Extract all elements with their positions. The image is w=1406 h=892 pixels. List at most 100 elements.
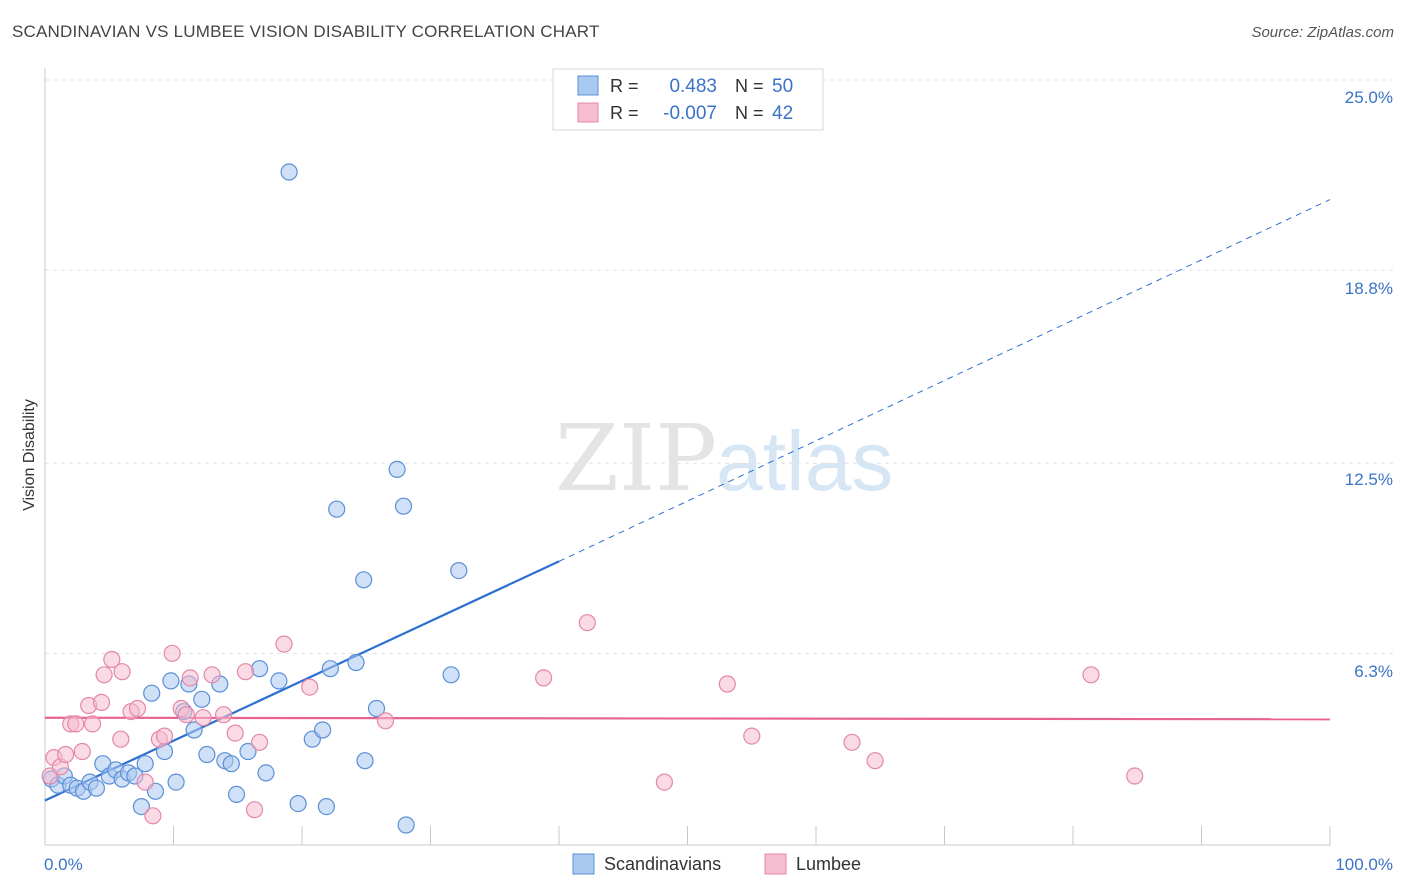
data-point-lumbee [718, 675, 736, 693]
x-tick-label-max: 100.0% [1335, 855, 1393, 874]
data-point-scandinavians [388, 460, 406, 478]
data-point-scandinavians [87, 779, 106, 797]
data-point-lumbee [376, 712, 395, 730]
data-point-lumbee [73, 742, 91, 761]
data-point-lumbee [226, 724, 244, 742]
data-point-scandinavians [167, 773, 185, 791]
data-point-scandinavians [257, 764, 275, 782]
stats-swatch-blue [577, 75, 599, 96]
data-point-scandinavians [136, 755, 154, 773]
data-point-scandinavians [280, 163, 298, 181]
data-point-lumbee [251, 733, 269, 751]
data-point-lumbee [215, 706, 233, 724]
data-point-scandinavians [347, 653, 365, 672]
data-point-lumbee [103, 650, 121, 669]
data-point-lumbee [163, 644, 181, 662]
stats-r-value: 0.483 [669, 76, 717, 97]
data-point-lumbee [92, 693, 111, 712]
data-point-scandinavians [442, 666, 460, 684]
data-point-scandinavians [289, 794, 307, 813]
data-point-lumbee [112, 730, 130, 748]
chart-title: SCANDINAVIAN VS LUMBEE VISION DISABILITY… [12, 22, 600, 41]
y-tick-label: 6.3% [1354, 662, 1393, 681]
data-point-scandinavians [222, 755, 240, 773]
data-point-scandinavians [227, 785, 246, 804]
source-label: Source: ZipAtlas.com [1251, 24, 1394, 41]
data-point-scandinavians [314, 721, 332, 739]
data-point-scandinavians [198, 745, 216, 764]
stats-n-value: 50 [772, 76, 793, 97]
data-point-lumbee [301, 678, 319, 696]
data-point-scandinavians [328, 500, 346, 518]
data-point-lumbee [83, 715, 102, 733]
legend-swatch-scandinavians [572, 853, 595, 875]
data-point-lumbee [275, 635, 293, 653]
data-point-lumbee [67, 715, 85, 733]
data-point-scandinavians [394, 497, 413, 515]
data-point-scandinavians [450, 561, 468, 580]
data-point-lumbee [203, 666, 221, 684]
data-point-scandinavians [239, 742, 257, 761]
data-point-lumbee [155, 727, 174, 745]
stats-r-label: R = [610, 103, 639, 123]
legend-label-scandinavians: Scandinavians [604, 854, 721, 874]
axes-layer [44, 68, 1331, 846]
data-point-scandinavians [355, 571, 373, 589]
trend-layer [44, 199, 1331, 802]
stats-r-value: -0.007 [663, 103, 717, 124]
data-point-scandinavians [251, 660, 269, 678]
stats-n-value: 42 [772, 103, 793, 124]
data-point-scandinavians [143, 684, 161, 702]
data-point-lumbee [181, 669, 199, 687]
data-point-lumbee [245, 801, 264, 819]
data-point-scandinavians [270, 672, 288, 690]
data-point-lumbee [144, 807, 162, 825]
legend-label-lumbee: Lumbee [796, 854, 861, 874]
data-point-scandinavians [356, 752, 374, 770]
data-point-scandinavians [132, 797, 150, 816]
grid-layer [45, 79, 1395, 654]
data-point-lumbee [56, 745, 75, 764]
data-point-lumbee [136, 773, 154, 791]
y-axis-title: Vision Disability [21, 399, 38, 511]
points-layer [41, 163, 1144, 834]
data-point-lumbee [236, 663, 255, 681]
data-point-lumbee [578, 614, 596, 632]
data-point-scandinavians [317, 797, 335, 816]
stats-r-label: R = [610, 76, 639, 96]
data-point-lumbee [95, 666, 113, 684]
trend-line-lumbee [44, 716, 1331, 721]
data-point-lumbee [1126, 767, 1144, 785]
series-legend: Scandinavians Lumbee [572, 853, 861, 875]
data-point-scandinavians [193, 690, 211, 708]
data-point-lumbee [113, 663, 131, 681]
data-point-lumbee [128, 699, 147, 718]
x-tick-label-min: 0.0% [44, 855, 83, 874]
data-point-lumbee [743, 727, 761, 745]
stats-n-label: N = [735, 103, 764, 123]
data-point-scandinavians [397, 816, 415, 834]
stats-swatch-pink [577, 102, 599, 123]
data-point-scandinavians [321, 660, 339, 678]
stats-n-label: N = [735, 76, 764, 96]
trend-line-scandinavians [44, 560, 560, 802]
legend-swatch-lumbee [764, 853, 787, 875]
data-point-lumbee [866, 752, 884, 770]
data-point-scandinavians [367, 699, 386, 718]
data-point-lumbee [655, 773, 674, 791]
data-point-lumbee [843, 733, 861, 751]
y-tick-label: 18.8% [1345, 279, 1393, 298]
y-tick-label: 25.0% [1345, 88, 1393, 107]
watermark-atlas: atlas [716, 414, 893, 508]
stats-legend: R = 0.483 N = 50 R = -0.007 N = 42 [552, 68, 824, 131]
data-point-scandinavians [185, 721, 203, 739]
y-tick-label: 12.5% [1345, 470, 1393, 489]
data-point-scandinavians [162, 672, 180, 690]
data-point-lumbee [194, 709, 212, 727]
data-point-lumbee [177, 706, 195, 724]
trend-line-extension-scandinavians [558, 199, 1331, 562]
data-point-lumbee [534, 669, 553, 687]
watermark-zip: ZIP [555, 405, 717, 512]
data-point-lumbee [1082, 666, 1100, 684]
